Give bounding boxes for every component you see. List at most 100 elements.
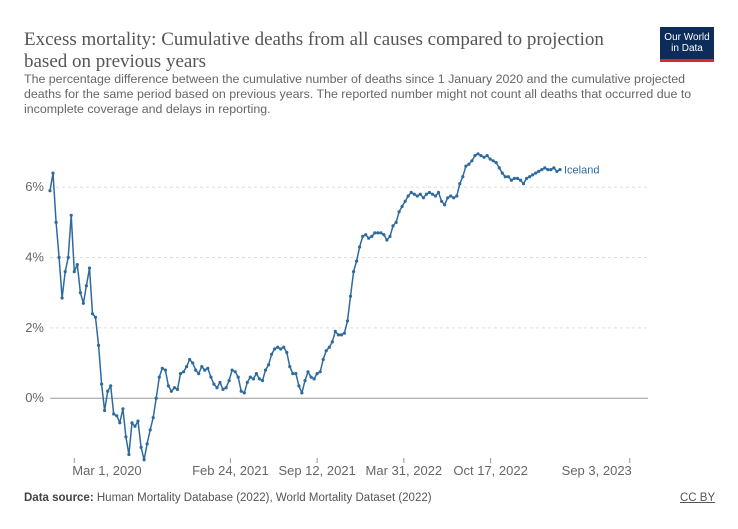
- data-point: [118, 421, 122, 425]
- data-point: [382, 233, 386, 237]
- x-tick-label: Sep 12, 2021: [278, 463, 355, 478]
- data-point: [436, 190, 441, 195]
- data-point: [312, 377, 316, 381]
- data-point: [537, 169, 541, 173]
- data-point: [69, 213, 73, 217]
- data-point: [48, 189, 52, 193]
- data-point: [221, 387, 225, 391]
- data-point: [315, 372, 319, 376]
- data-point: [364, 233, 368, 237]
- data-point: [100, 382, 104, 386]
- data-point: [233, 370, 237, 374]
- data-point: [191, 361, 195, 365]
- data-point: [461, 175, 465, 179]
- data-point: [352, 270, 356, 274]
- data-point: [90, 312, 95, 316]
- data-point: [339, 333, 343, 337]
- data-source: Data source: Human Mortality Database (2…: [24, 492, 432, 504]
- data-point: [309, 375, 313, 379]
- data-point: [136, 419, 140, 423]
- data-point: [455, 194, 459, 198]
- data-point: [358, 245, 362, 249]
- data-point: [464, 164, 468, 168]
- x-axis: Mar 1, 2020 Feb 24, 2021 Sep 12, 2021 Mar 3…: [72, 458, 632, 478]
- data-point: [452, 196, 456, 200]
- data-point: [512, 176, 517, 180]
- data-point: [446, 196, 450, 200]
- data-point: [209, 375, 213, 379]
- data-point: [543, 166, 547, 170]
- y-tick-label: 2%: [25, 320, 44, 335]
- data-point: [218, 380, 222, 384]
- data-point: [291, 372, 295, 376]
- data-point: [185, 365, 189, 369]
- data-point: [227, 379, 231, 383]
- data-point: [285, 350, 289, 355]
- data-point: [509, 178, 513, 182]
- data-point: [327, 345, 331, 349]
- data-point: [449, 194, 453, 198]
- data-point: [130, 421, 134, 425]
- data-point: [142, 458, 146, 462]
- data-point: [415, 194, 419, 198]
- data-point: [260, 379, 265, 383]
- data-point: [521, 182, 526, 186]
- data-point: [248, 375, 252, 379]
- y-tick-label: 4%: [25, 250, 44, 265]
- data-point: [279, 347, 283, 351]
- x-tick-label: Oct 17, 2022: [453, 463, 527, 478]
- data-point: [115, 414, 119, 418]
- data-point: [391, 224, 395, 228]
- data-point: [470, 159, 474, 163]
- data-point: [494, 161, 498, 165]
- data-point: [288, 365, 292, 369]
- data-point: [172, 386, 177, 390]
- data-point: [306, 370, 310, 374]
- data-point: [297, 384, 301, 388]
- data-point: [370, 234, 374, 238]
- license-link[interactable]: CC BY: [680, 492, 716, 504]
- data-point: [379, 231, 383, 235]
- grid-layer: 0% 2% 4% 6%: [25, 179, 648, 405]
- data-point: [534, 171, 538, 175]
- data-point: [488, 157, 492, 161]
- data-point: [273, 347, 277, 351]
- data-point: [406, 194, 410, 198]
- data-point: [525, 176, 529, 180]
- data-point: [409, 190, 413, 195]
- data-point: [528, 175, 532, 179]
- data-point: [93, 315, 98, 319]
- data-point: [157, 375, 161, 379]
- series-line-iceland: [49, 153, 561, 461]
- data-point: [127, 452, 131, 457]
- data-point: [203, 368, 207, 372]
- x-tick-label: Sep 3, 2023: [562, 463, 632, 478]
- data-point: [400, 204, 404, 209]
- data-point: [212, 382, 216, 386]
- owid-logo[interactable]: Our World in Data: [660, 27, 714, 59]
- data-point: [300, 391, 304, 395]
- data-point: [546, 168, 550, 172]
- chart-subtitle: The percentage difference between the cu…: [24, 72, 692, 116]
- data-point: [503, 175, 507, 179]
- data-point: [373, 231, 377, 235]
- data-point: [251, 377, 255, 381]
- data-point: [57, 255, 61, 260]
- data-point: [412, 192, 416, 196]
- data-point: [385, 238, 389, 242]
- data-point: [103, 408, 107, 413]
- data-point: [324, 349, 328, 353]
- data-point: [367, 236, 371, 240]
- data-point: [112, 412, 116, 416]
- data-point: [109, 384, 113, 388]
- data-point: [482, 155, 486, 159]
- data-point: [267, 363, 271, 367]
- data-point: [242, 391, 246, 395]
- data-point: [433, 194, 438, 198]
- data-point: [376, 231, 380, 235]
- data-point: [555, 169, 559, 173]
- data-point: [355, 259, 359, 263]
- data-point: [397, 210, 401, 214]
- data-point: [558, 168, 562, 172]
- data-source-label: Data source:: [24, 492, 94, 504]
